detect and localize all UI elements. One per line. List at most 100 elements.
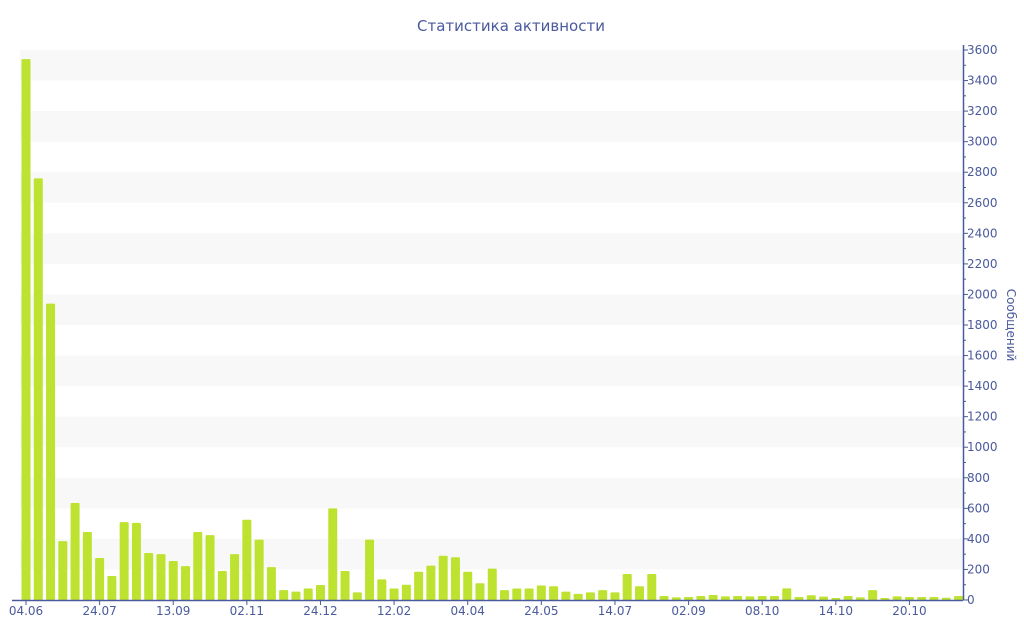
y-tick-label: 3200 (967, 104, 998, 118)
grid-band (20, 294, 963, 325)
bar (46, 303, 56, 600)
bar (119, 522, 129, 600)
bar (414, 571, 424, 600)
y-tick-label: 1800 (967, 318, 998, 332)
x-tick-label: 20.10 (892, 604, 926, 618)
x-tick-label: 04.04 (451, 604, 485, 618)
grid-band (20, 416, 963, 448)
bar (131, 522, 141, 600)
bar (21, 59, 31, 600)
bar (389, 588, 399, 600)
bar (70, 502, 80, 600)
grid-band (20, 233, 963, 264)
bar (193, 532, 203, 600)
bar (107, 576, 117, 600)
bar (524, 588, 534, 600)
bar (340, 570, 350, 600)
bar (156, 554, 166, 600)
bar (95, 557, 105, 600)
x-tick-label: 02.09 (671, 604, 705, 618)
bar (782, 588, 792, 600)
bar (720, 596, 730, 600)
x-tick-label: 02.11 (230, 604, 264, 618)
bar (303, 588, 313, 600)
bar (33, 178, 43, 601)
bar (242, 519, 252, 600)
y-tick-label: 400 (967, 532, 990, 546)
bar (708, 594, 718, 600)
bar (549, 586, 559, 600)
bar (585, 592, 595, 600)
y-tick-label: 800 (967, 471, 990, 485)
bar (205, 535, 215, 600)
y-tick-label: 1400 (967, 379, 998, 393)
bar (794, 596, 804, 600)
bar (684, 596, 694, 600)
bar (659, 596, 669, 600)
x-tick-label: 04.06 (9, 604, 43, 618)
bar (450, 557, 460, 600)
y-axis-label: Сообщений (1004, 289, 1018, 362)
bar (536, 585, 546, 600)
y-tick-label: 3600 (967, 43, 998, 57)
y-tick-label: 2600 (967, 196, 998, 210)
bar (266, 567, 276, 600)
y-tick-label: 3000 (967, 135, 998, 149)
bar (352, 592, 362, 600)
bar (291, 591, 301, 600)
bar (573, 593, 583, 600)
bar (254, 539, 264, 600)
y-tick-label: 600 (967, 501, 990, 515)
chart-title: Статистика активности (417, 17, 605, 35)
bar (671, 597, 681, 600)
y-tick-label: 2800 (967, 165, 998, 179)
bar (880, 598, 890, 600)
bar (769, 596, 779, 600)
y-tick-label: 1000 (967, 440, 998, 454)
bar (892, 596, 902, 600)
bar (377, 579, 387, 600)
bar (855, 597, 865, 600)
x-tick-label: 24.07 (82, 604, 116, 618)
bar (168, 561, 178, 600)
bar (82, 532, 92, 600)
bar (561, 591, 571, 600)
bar (144, 552, 154, 600)
bar (745, 596, 755, 600)
bar (757, 596, 767, 600)
bar (279, 590, 289, 600)
x-tick-label: 14.07 (598, 604, 632, 618)
bar (500, 590, 510, 600)
x-tick-label: 13.09 (156, 604, 190, 618)
bar (426, 565, 436, 600)
bar (475, 583, 485, 600)
x-tick-label: 08.10 (745, 604, 779, 618)
x-tick-label: 14.10 (819, 604, 853, 618)
x-tick-label: 24.05 (524, 604, 558, 618)
bar (181, 566, 191, 600)
bar (328, 508, 338, 600)
bar (733, 596, 743, 600)
y-tick-label: 200 (967, 562, 990, 576)
grid-band (20, 111, 963, 142)
bar (917, 596, 927, 600)
bar (230, 554, 240, 600)
bar (58, 541, 68, 600)
bar (647, 574, 657, 600)
bar (512, 588, 522, 600)
x-tick-label: 24.12 (303, 604, 337, 618)
bar (487, 568, 497, 600)
y-tick-label: 2000 (967, 287, 998, 301)
grid-band (20, 355, 963, 387)
bar (806, 595, 816, 600)
bar (463, 571, 473, 600)
bar (868, 590, 878, 600)
bar (365, 539, 375, 600)
bar (610, 592, 620, 600)
y-tick-label: 1600 (967, 349, 998, 363)
bar (635, 586, 644, 600)
y-tick-label: 2200 (967, 257, 998, 271)
bar (217, 570, 227, 600)
bar (401, 584, 411, 600)
bar (843, 596, 853, 600)
